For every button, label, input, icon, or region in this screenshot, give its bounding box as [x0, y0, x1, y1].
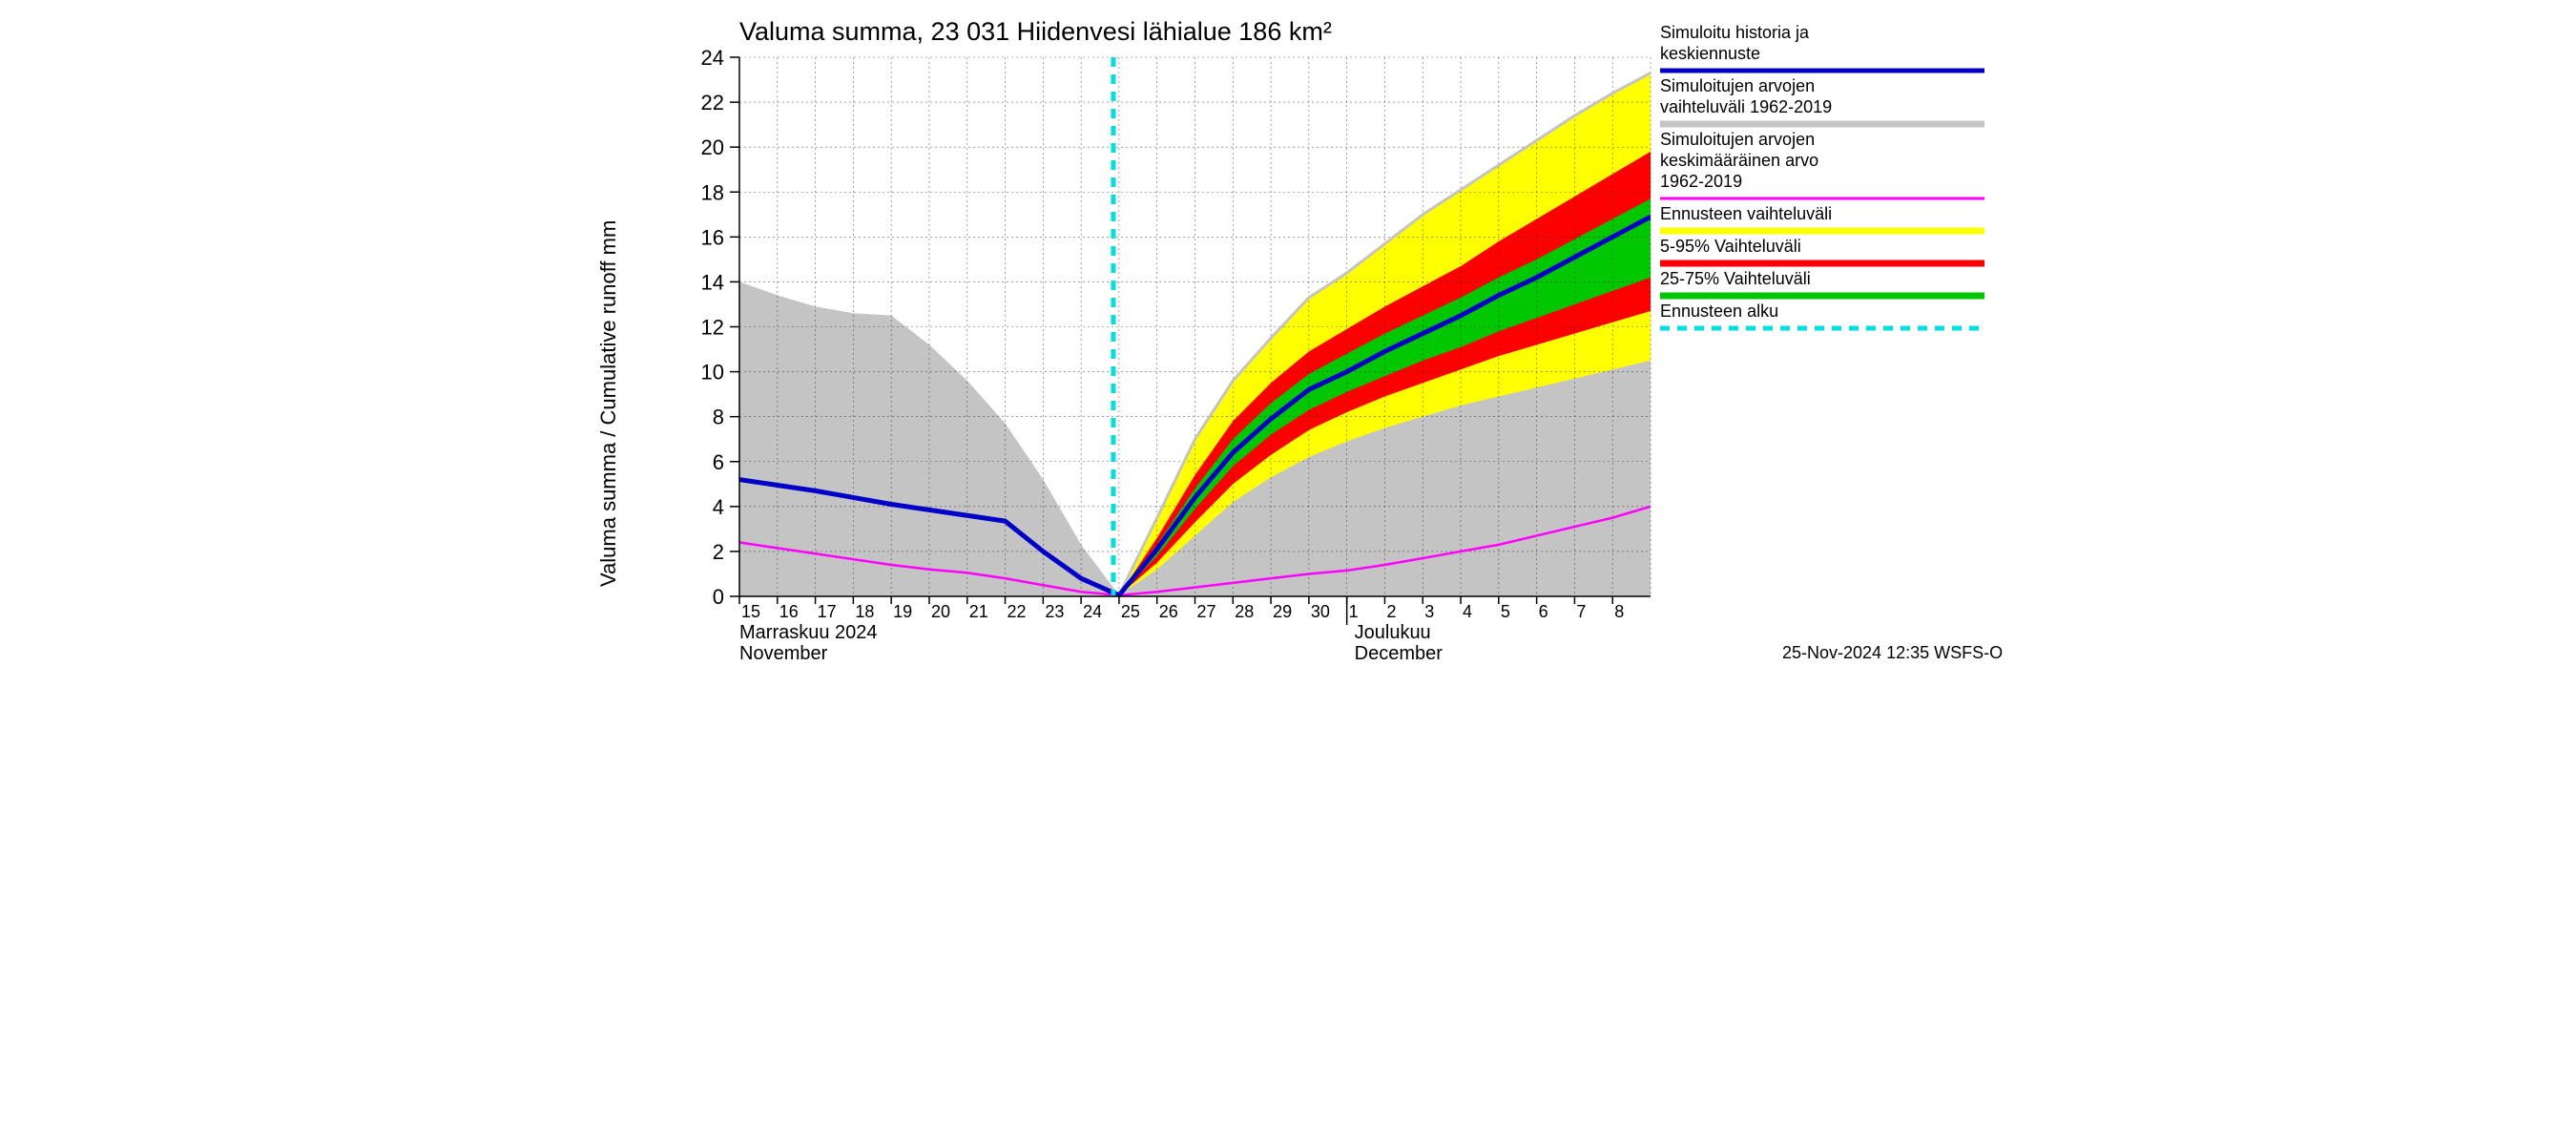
xtick-label: 17: [818, 602, 837, 621]
legend-label: Simuloitujen arvojen: [1660, 76, 1815, 95]
xtick-label: 22: [1008, 602, 1027, 621]
xtick-label: 25: [1121, 602, 1140, 621]
ytick-label: 12: [701, 316, 724, 340]
xtick-label: 5: [1501, 602, 1510, 621]
xtick-label: 4: [1463, 602, 1472, 621]
xtick-label: 15: [741, 602, 760, 621]
legend-label: vaihteluväli 1962-2019: [1660, 97, 1832, 116]
legend-label: Ennusteen alku: [1660, 302, 1778, 321]
month-label-left-1: Marraskuu 2024: [739, 622, 878, 643]
xtick-label: 23: [1045, 602, 1064, 621]
legend-label: 25-75% Vaihteluväli: [1660, 269, 1811, 288]
ytick-label: 18: [701, 180, 724, 204]
legend-label: keskiennuste: [1660, 44, 1760, 63]
ytick-label: 20: [701, 135, 724, 159]
ytick-label: 14: [701, 270, 724, 294]
xtick-label: 21: [969, 602, 988, 621]
y-axis-label: Valuma summa / Cumulative runoff mm: [596, 220, 620, 587]
xtick-label: 30: [1311, 602, 1330, 621]
ytick-label: 24: [701, 46, 724, 70]
ytick-label: 2: [713, 540, 724, 564]
xtick-label: 8: [1614, 602, 1624, 621]
xtick-label: 6: [1539, 602, 1548, 621]
xtick-label: 1: [1349, 602, 1359, 621]
ytick-label: 4: [713, 495, 724, 519]
month-label-right-1: Joulukuu: [1355, 622, 1431, 643]
ytick-label: 6: [713, 450, 724, 474]
xtick-label: 29: [1273, 602, 1292, 621]
legend-label: Simuloitu historia ja: [1660, 23, 1810, 42]
xtick-label: 26: [1159, 602, 1178, 621]
xtick-label: 20: [931, 602, 950, 621]
ytick-label: 16: [701, 225, 724, 249]
xtick-label: 19: [893, 602, 912, 621]
ytick-label: 0: [713, 585, 724, 609]
legend-label: keskimääräinen arvo: [1660, 151, 1818, 170]
ytick-label: 8: [713, 406, 724, 429]
legend-label: Simuloitujen arvojen: [1660, 130, 1815, 149]
xtick-label: 2: [1386, 602, 1396, 621]
chart-title: Valuma summa, 23 031 Hiidenvesi lähialue…: [739, 17, 1332, 46]
ytick-label: 10: [701, 361, 724, 385]
legend-label: 5-95% Vaihteluväli: [1660, 237, 1801, 256]
month-label-left-2: November: [739, 643, 828, 664]
footer-timestamp: 25-Nov-2024 12:35 WSFS-O: [1782, 643, 2003, 662]
month-label-right-2: December: [1355, 643, 1444, 664]
xtick-label: 18: [855, 602, 874, 621]
xtick-label: 28: [1235, 602, 1254, 621]
xtick-label: 24: [1083, 602, 1102, 621]
legend-label: 1962-2019: [1660, 172, 1742, 191]
xtick-label: 3: [1424, 602, 1434, 621]
legend-label: Ennusteen vaihteluväli: [1660, 204, 1832, 223]
xtick-label: 7: [1576, 602, 1586, 621]
xtick-label: 16: [779, 602, 799, 621]
ytick-label: 22: [701, 91, 724, 114]
xtick-label: 27: [1197, 602, 1216, 621]
